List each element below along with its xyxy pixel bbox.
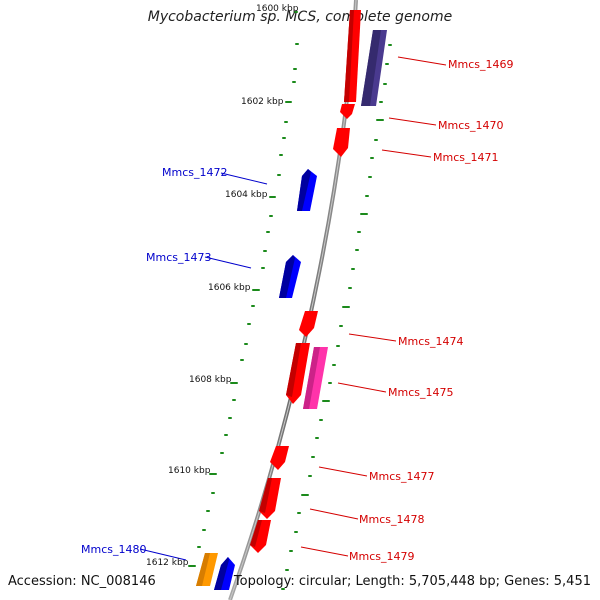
- topology-text: Topology: circular; Length: 5,705,448 bp…: [233, 574, 591, 589]
- gene-1474[interactable]: [299, 311, 318, 337]
- gene-1475-red[interactable]: [286, 343, 310, 404]
- gene-1477[interactable]: [270, 446, 289, 470]
- accession-text: Accession: NC_008146: [8, 574, 156, 589]
- genome-backbone: [228, 0, 358, 600]
- gene-1469-red[interactable]: [344, 10, 361, 102]
- gene-1473[interactable]: [279, 255, 301, 298]
- gene-1469-purple[interactable]: [361, 30, 387, 106]
- gene-1475-pink[interactable]: [303, 347, 328, 409]
- inner-tick-track: [188, 11, 299, 567]
- gene-label-1472[interactable]: Mmcs_1472: [162, 166, 227, 179]
- gene-label-1479[interactable]: Mmcs_1479: [349, 550, 414, 563]
- gene-label-1471[interactable]: Mmcs_1471: [433, 151, 498, 164]
- gene-label-1477[interactable]: Mmcs_1477: [369, 470, 434, 483]
- gene-1478[interactable]: [259, 478, 281, 519]
- kbp-label-1602: 1602 kbp: [241, 97, 284, 107]
- outer-tick-track: [281, 44, 392, 590]
- gene-1470[interactable]: [340, 104, 355, 119]
- gene-1480-blue[interactable]: [214, 557, 235, 590]
- gene-1479[interactable]: [250, 520, 271, 553]
- kbp-label-1600: 1600 kbp: [256, 4, 299, 14]
- gene-label-1478[interactable]: Mmcs_1478: [359, 513, 424, 526]
- kbp-label-1604: 1604 kbp: [225, 190, 268, 200]
- genome-backbone-highlight: [229, 0, 357, 600]
- gene-label-1473[interactable]: Mmcs_1473: [146, 251, 211, 264]
- gene-glyphs: [196, 10, 387, 590]
- label-connectors: [139, 56, 447, 561]
- gene-label-1474[interactable]: Mmcs_1474: [398, 335, 463, 348]
- gene-1471[interactable]: [333, 128, 350, 157]
- gene-label-1470[interactable]: Mmcs_1470: [438, 119, 503, 132]
- kbp-label-1612: 1612 kbp: [146, 558, 189, 568]
- kbp-label-1610: 1610 kbp: [168, 466, 211, 476]
- gene-label-1469[interactable]: Mmcs_1469: [448, 58, 513, 71]
- gene-label-1475[interactable]: Mmcs_1475: [388, 386, 453, 399]
- gene-label-1480[interactable]: Mmcs_1480: [81, 543, 146, 556]
- map-title: Mycobacterium sp. MCS, complete genome: [147, 9, 453, 25]
- kbp-label-1606: 1606 kbp: [208, 283, 251, 293]
- kbp-label-1608: 1608 kbp: [189, 375, 232, 385]
- gene-1472[interactable]: [297, 169, 317, 211]
- gene-1480-orange[interactable]: [196, 553, 218, 586]
